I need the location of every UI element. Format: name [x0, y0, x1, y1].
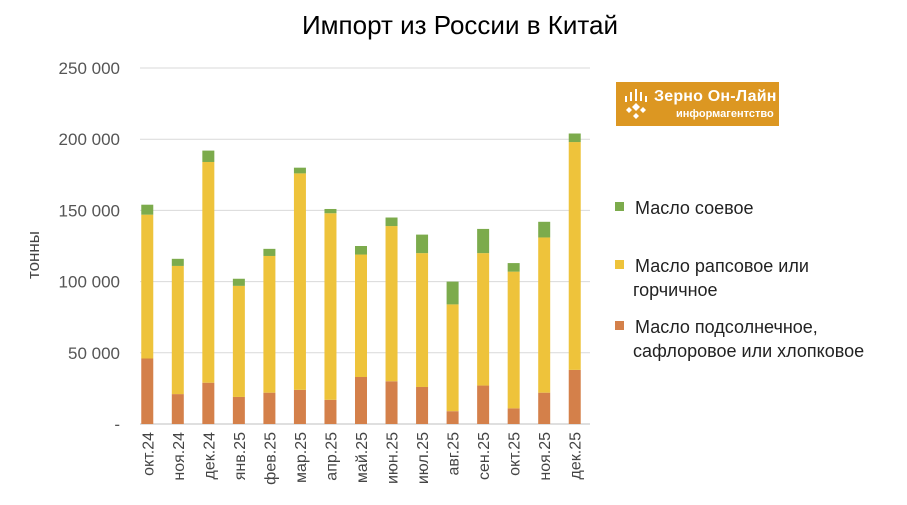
- bar-segment-rapeseed: [538, 237, 551, 393]
- bar-segment-sunflower: [446, 411, 459, 424]
- bar-segment-sunflower: [324, 399, 337, 424]
- bars: [141, 133, 581, 424]
- bar-segment-soy: [507, 263, 520, 272]
- bar-segment-sunflower: [507, 408, 520, 424]
- y-tick-label: 100 000: [59, 273, 120, 292]
- x-tick-label: сен.25: [476, 432, 493, 480]
- x-tick-label: мар.25: [293, 432, 310, 483]
- y-tick-label: -: [114, 415, 120, 434]
- bar-segment-sunflower: [568, 369, 581, 424]
- legend-label-rapeseed-line1: Масло рапсовое или: [635, 256, 809, 276]
- bar-segment-sunflower: [385, 381, 398, 424]
- legend-label-sunflower-line1: Масло подсолнечное,: [635, 317, 818, 337]
- bar-segment-sunflower: [263, 392, 276, 424]
- x-tick-label: июн.25: [385, 432, 402, 484]
- x-tick-label: фев.25: [262, 432, 279, 485]
- x-tick-label: авг.25: [446, 432, 463, 476]
- x-tick-label: июл.25: [415, 432, 432, 484]
- bar-segment-rapeseed: [385, 226, 398, 382]
- x-tick-label: янв.25: [232, 432, 249, 480]
- bar-segment-soy: [171, 258, 184, 266]
- x-tick-label: апр.25: [323, 432, 340, 481]
- bar-segment-sunflower: [477, 385, 490, 424]
- legend-label-sunflower-line2: сафлоровое или хлопковое: [633, 341, 865, 361]
- zerno-online-logo: Зерно Он-Лайн информагентство: [616, 82, 779, 126]
- legend-swatch-sunflower: [615, 321, 624, 330]
- bar-segment-rapeseed: [416, 253, 429, 387]
- y-tick-label: 250 000: [59, 59, 120, 78]
- legend-item-sunflower: Масло подсолнечное, сафлоровое или хлопк…: [615, 315, 864, 363]
- bar-segment-rapeseed: [568, 142, 581, 370]
- legend-label-rapeseed-line2: горчичное: [633, 280, 718, 300]
- bar-segment-soy: [385, 217, 398, 227]
- bar-segment-soy: [477, 228, 490, 254]
- logo-name: Зерно Он-Лайн: [654, 88, 777, 105]
- bar-segment-rapeseed: [171, 265, 184, 395]
- bar-segment-rapeseed: [477, 253, 490, 386]
- x-tick-label: дек.25: [568, 432, 585, 480]
- bar-segment-sunflower: [355, 377, 367, 424]
- bar-segment-soy: [324, 208, 337, 214]
- bar-segment-soy: [263, 248, 276, 256]
- bar-segment-rapeseed: [324, 213, 337, 400]
- bar-segment-rapeseed: [263, 255, 276, 393]
- bar-segment-rapeseed: [446, 304, 459, 412]
- bar-segment-soy: [416, 234, 429, 254]
- x-tick-label: окт.24: [140, 432, 157, 476]
- bar-segment-sunflower: [171, 394, 184, 424]
- x-tick-label: дек.24: [201, 432, 218, 480]
- bar-segment-rapeseed: [293, 173, 306, 390]
- y-axis-title: тонны: [24, 231, 43, 279]
- logo-subtitle: информагентство: [676, 108, 774, 120]
- bar-segment-soy: [202, 150, 215, 162]
- bar-segment-rapeseed: [232, 285, 245, 397]
- y-tick-label: 150 000: [59, 201, 120, 220]
- x-axis-tick-labels: окт.24 ноя.24 дек.24 янв.25 фев.25 мар.25 апр.…: [140, 432, 584, 485]
- x-tick-label: окт.25: [507, 432, 524, 476]
- y-axis-tick-labels: - 50 000 100 000 150 000 200 000 250 000: [59, 59, 120, 434]
- bar-segment-sunflower: [293, 389, 306, 424]
- bar-segment-sunflower: [202, 382, 215, 424]
- legend-item-rapeseed: Масло рапсовое или горчичное: [615, 254, 809, 302]
- bar-segment-rapeseed: [202, 161, 215, 383]
- bar-segment-sunflower: [232, 396, 245, 424]
- x-tick-label: ноя.25: [537, 432, 554, 481]
- bar-segment-rapeseed: [507, 271, 520, 409]
- y-tick-label: 200 000: [59, 130, 120, 149]
- legend-item-soy: Масло соевое: [615, 196, 754, 220]
- legend-label-soy: Масло соевое: [635, 198, 754, 218]
- x-tick-label: ноя.24: [171, 432, 188, 481]
- bar-segment-rapeseed: [141, 214, 154, 359]
- bar-segment-soy: [568, 133, 581, 143]
- bar-segment-soy: [355, 246, 367, 255]
- bar-segment-sunflower: [141, 358, 154, 424]
- wheat-logo-icon: [625, 89, 647, 119]
- bar-segment-sunflower: [416, 386, 429, 424]
- bar-segment-soy: [232, 278, 245, 286]
- bar-segment-soy: [141, 204, 154, 215]
- bar-segment-sunflower: [538, 392, 551, 424]
- x-tick-label: май.25: [354, 432, 371, 483]
- bar-segment-soy: [293, 167, 306, 174]
- bar-segment-rapeseed: [355, 254, 367, 378]
- legend-swatch-rapeseed: [615, 260, 624, 269]
- legend-swatch-soy: [615, 202, 624, 211]
- chart-title: Импорт из России в Китай: [301, 10, 619, 40]
- y-tick-label: 50 000: [68, 344, 120, 363]
- bar-segment-soy: [538, 221, 551, 238]
- bar-segment-soy: [446, 281, 459, 305]
